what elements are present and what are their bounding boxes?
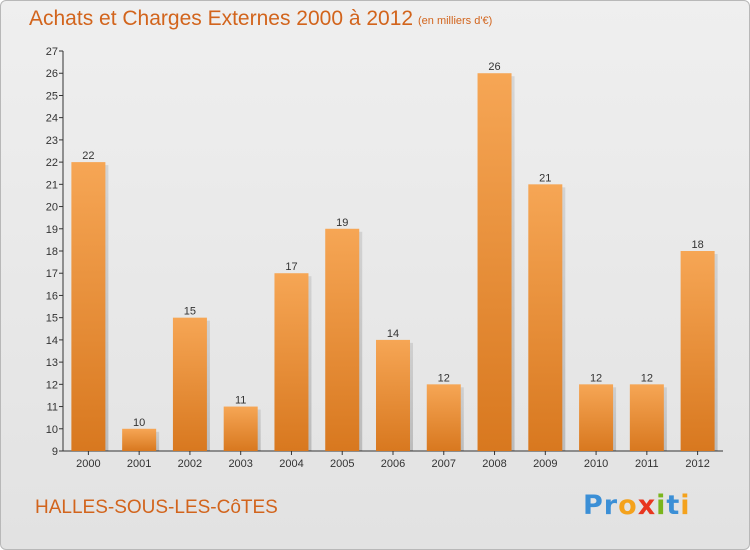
x-tick-label: 2012 — [685, 458, 709, 470]
x-tick-label: 2001 — [127, 458, 151, 470]
x-tick-label: 2007 — [432, 458, 456, 470]
bar-2008[interactable] — [477, 73, 512, 451]
bar-2006[interactable] — [376, 339, 410, 451]
bar-2010[interactable] — [579, 384, 614, 451]
y-tick-label: 10 — [46, 424, 58, 436]
bar-2002[interactable] — [172, 317, 207, 451]
commune-name: HALLES-SOUS-LES-CôTES — [35, 497, 278, 518]
data-label-2007: 12 — [438, 372, 450, 384]
data-label-2012: 18 — [691, 239, 703, 251]
y-tick-label: 24 — [46, 113, 58, 125]
logo-letter: t — [666, 490, 681, 521]
y-tick-label: 9 — [52, 446, 58, 458]
logo-letter: i — [656, 490, 667, 521]
bar-2005[interactable] — [325, 228, 360, 451]
y-tick-label: 23 — [46, 135, 58, 147]
y-tick-label: 15 — [46, 313, 58, 325]
x-tick-label: 2002 — [178, 458, 202, 470]
x-tick-label: 2005 — [330, 458, 354, 470]
data-label-2005: 19 — [336, 217, 348, 229]
y-tick-label: 22 — [46, 157, 58, 169]
y-tick-label: 19 — [46, 224, 58, 236]
bar-2009[interactable] — [528, 184, 563, 452]
x-tick-label: 2003 — [228, 458, 252, 470]
chart-unit: (en milliers d'€) — [418, 15, 493, 27]
data-label-2004: 17 — [285, 261, 297, 273]
logo-letter: o — [618, 490, 638, 521]
data-label-2010: 12 — [590, 372, 602, 384]
x-tick-label: 2000 — [76, 458, 100, 470]
bar-2004[interactable] — [274, 273, 309, 451]
data-label-2003: 11 — [235, 395, 246, 407]
y-tick-label: 14 — [46, 335, 58, 347]
data-label-2000: 22 — [82, 150, 94, 162]
y-tick-label: 13 — [46, 357, 58, 369]
bar-2001[interactable] — [122, 428, 157, 451]
logo-letter: x — [637, 490, 657, 521]
data-label-2006: 14 — [387, 328, 399, 340]
logo-letter: r — [603, 490, 619, 521]
y-tick-label: 11 — [47, 402, 58, 414]
data-label-2011: 12 — [641, 372, 653, 384]
x-tick-label: 2011 — [635, 458, 659, 470]
proxiti-logo[interactable]: Proxiti — [583, 490, 691, 521]
y-tick-label: 17 — [46, 268, 58, 280]
logo-letter: i — [680, 490, 691, 521]
y-tick-label: 18 — [46, 246, 58, 258]
y-tick-label: 25 — [46, 90, 58, 102]
chart-title: Achats et Charges Externes 2000 à 2012 — [29, 7, 414, 30]
data-label-2008: 26 — [488, 61, 500, 73]
data-label-2009: 21 — [539, 172, 551, 184]
bar-2000[interactable] — [71, 162, 106, 451]
bar-2007[interactable] — [426, 384, 461, 451]
x-tick-label: 2010 — [584, 458, 608, 470]
bar-2012[interactable] — [680, 251, 715, 451]
bar-2003[interactable] — [223, 406, 258, 451]
y-tick-label: 20 — [46, 202, 58, 214]
y-tick-label: 12 — [46, 379, 58, 391]
y-tick-label: 26 — [46, 68, 58, 80]
x-tick-label: 2004 — [279, 458, 303, 470]
x-tick-label: 2008 — [482, 458, 506, 470]
data-label-2001: 10 — [133, 417, 145, 429]
x-tick-label: 2009 — [533, 458, 557, 470]
logo-letter: P — [583, 490, 604, 521]
bar-2011[interactable] — [629, 384, 664, 451]
data-label-2002: 15 — [184, 306, 196, 318]
y-tick-label: 27 — [46, 46, 58, 58]
x-tick-label: 2006 — [381, 458, 405, 470]
y-tick-label: 21 — [46, 179, 58, 191]
y-tick-label: 16 — [46, 290, 58, 302]
